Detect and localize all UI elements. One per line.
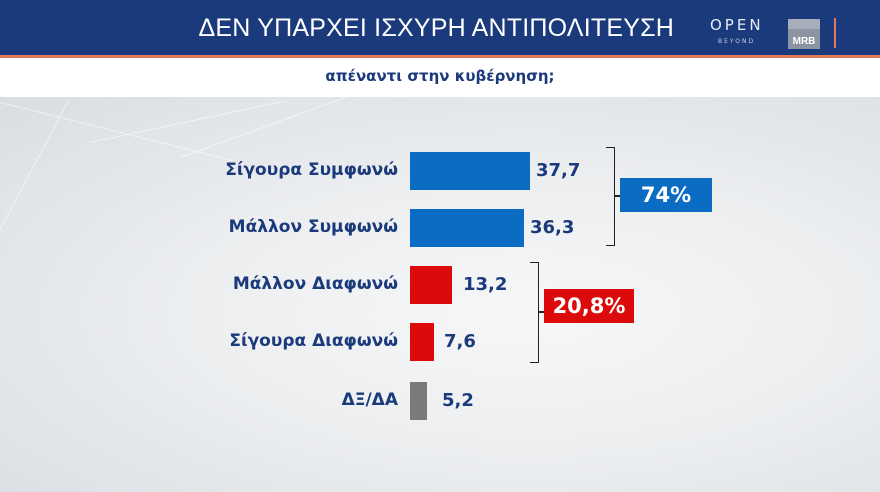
value-label: 37,7 — [536, 160, 581, 181]
background-decor-line — [180, 97, 350, 158]
chart-subtitle: απέναντι στην κυβέρνηση; — [325, 67, 555, 85]
chart-row-rather-agree: Μάλλον Συμφωνώ 36,3 — [0, 209, 880, 249]
header-divider — [834, 18, 836, 48]
subtitle-strip: απέναντι στην κυβέρνηση; — [0, 58, 880, 97]
agree-bracket-tick — [615, 195, 620, 197]
header-bar: ΔΕΝ ΥΠΑΡΧΕΙ ΙΣΧΥΡΗ ΑΝΤΙΠΟΛΙΤΕΥΣΗ OPEN BE… — [0, 0, 880, 55]
row-label: Μάλλον Συμφωνώ — [228, 217, 398, 237]
bar-rather-agree — [410, 209, 524, 247]
value-label: 13,2 — [463, 274, 508, 295]
row-label: Σίγουρα Συμφωνώ — [225, 160, 398, 180]
open-beyond-logo-subtext: BEYOND — [718, 38, 756, 45]
header-accent-line — [0, 55, 880, 58]
bar-certainly-agree — [410, 152, 530, 190]
agree-group-bracket — [606, 147, 615, 246]
background-decor-line — [90, 100, 286, 143]
row-label: ΔΞ/ΔΑ — [341, 390, 398, 410]
disagree-bracket-tick — [539, 311, 544, 313]
mrb-logo: MRB — [788, 19, 820, 49]
row-label: Μάλλον Διαφωνώ — [232, 274, 398, 294]
disagree-group-bracket — [530, 262, 539, 363]
agree-total-badge: 74% — [620, 178, 712, 212]
bar-dk-na — [410, 382, 427, 420]
disagree-total-badge: 20,8% — [544, 289, 634, 323]
value-label: 7,6 — [444, 331, 476, 352]
mrb-logo-text: MRB — [792, 36, 816, 47]
bar-rather-disagree — [410, 266, 452, 304]
value-label: 36,3 — [530, 217, 575, 238]
row-label: Σίγουρα Διαφωνώ — [229, 331, 398, 351]
chart-row-certainly-agree: Σίγουρα Συμφωνώ 37,7 — [0, 152, 880, 192]
open-beyond-logo: OPEN — [710, 16, 764, 34]
bar-certainly-disagree — [410, 323, 434, 361]
chart-row-dk-na: ΔΞ/ΔΑ 5,2 — [0, 382, 880, 422]
mrb-logo-top-block — [788, 19, 820, 29]
chart-row-certainly-disagree: Σίγουρα Διαφωνώ 7,6 — [0, 323, 880, 363]
chart-row-rather-disagree: Μάλλον Διαφωνώ 13,2 — [0, 266, 880, 306]
value-label: 5,2 — [442, 390, 474, 411]
page-title: ΔΕΝ ΥΠΑΡΧΕΙ ΙΣΧΥΡΗ ΑΝΤΙΠΟΛΙΤΕΥΣΗ — [198, 14, 674, 42]
